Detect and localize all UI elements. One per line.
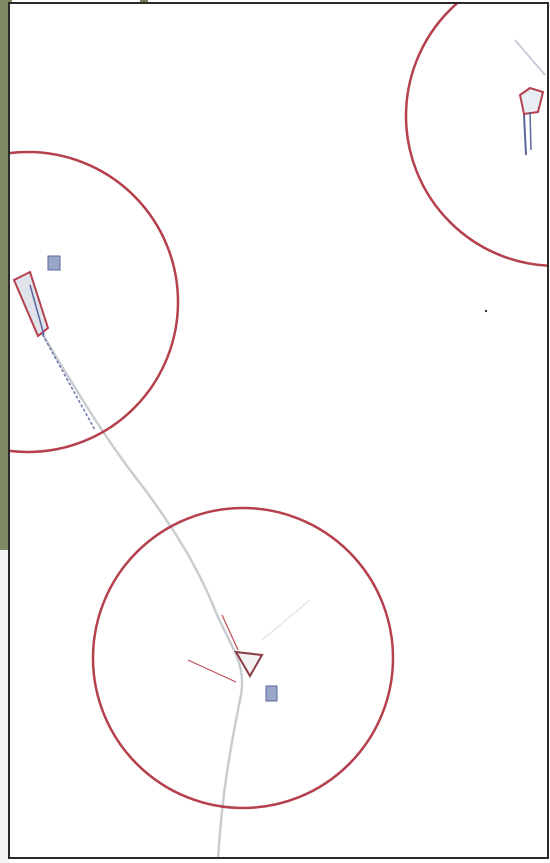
map-area (0, 0, 550, 860)
building-icon (266, 686, 277, 701)
map-background (9, 3, 548, 858)
building-icon (48, 256, 60, 270)
page (0, 0, 550, 863)
point (485, 310, 487, 312)
feature-line (530, 112, 531, 150)
map-scan (0, 0, 550, 863)
margin (0, 550, 9, 863)
